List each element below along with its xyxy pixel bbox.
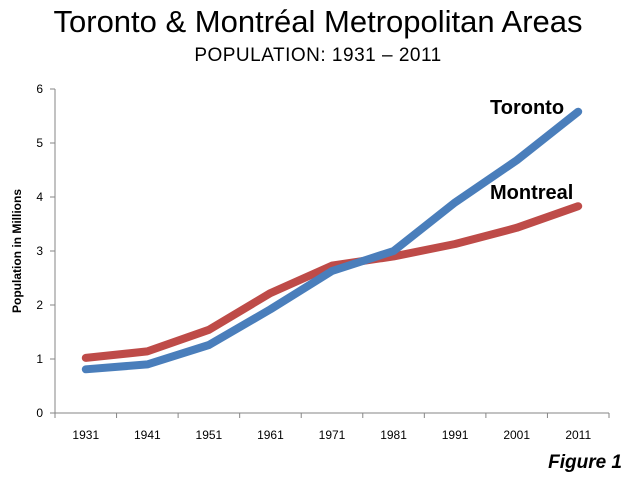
x-tick-label: 1941: [134, 428, 161, 442]
y-tick-label: 2: [36, 298, 43, 312]
x-tick-label: 1991: [442, 428, 469, 442]
figure-label: Figure 1: [548, 452, 622, 473]
y-tick-label: 4: [36, 190, 43, 204]
series-layer: [81, 107, 583, 374]
chart-subtitle: POPULATION: 1931 – 2011: [194, 45, 442, 66]
chart-title: Toronto & Montréal Metropolitan Areas: [53, 4, 583, 39]
x-tick-label: 1951: [196, 428, 223, 442]
y-axis-title: Population in Millions: [10, 189, 24, 313]
x-tick-label: 2001: [503, 428, 530, 442]
y-tick-label: 3: [36, 244, 43, 258]
y-tick-label: 0: [36, 406, 43, 420]
series-line-montreal: [81, 202, 583, 362]
y-tick-label: 6: [36, 82, 43, 96]
series-label-montreal: Montreal: [490, 182, 573, 204]
series-labels: Toronto Montreal: [490, 97, 573, 204]
x-tick-label: 1931: [72, 428, 99, 442]
x-tick-label: 1981: [380, 428, 407, 442]
axes: 0 1 2 3 4 5 6 1931 1941 1951 1961 1971 1981 1991 2001 2…: [10, 82, 610, 442]
x-tick-label: 1961: [257, 428, 284, 442]
series-label-toronto: Toronto: [490, 97, 564, 119]
y-tick-label: 1: [36, 352, 43, 366]
series-line-toronto: [81, 107, 583, 374]
x-tick-label: 1971: [319, 428, 346, 442]
x-tick-label: 2011: [565, 428, 591, 442]
y-tick-label: 5: [36, 136, 43, 150]
